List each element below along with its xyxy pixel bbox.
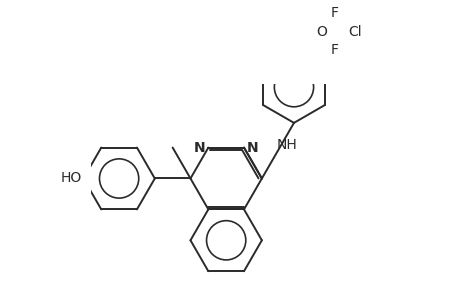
Text: F: F (330, 43, 338, 57)
Text: N: N (246, 141, 258, 154)
Text: NH: NH (276, 138, 297, 152)
Text: N: N (193, 141, 205, 154)
Text: Cl: Cl (348, 25, 361, 39)
Text: O: O (315, 25, 326, 39)
Text: F: F (330, 6, 338, 20)
Text: HO: HO (60, 172, 81, 185)
